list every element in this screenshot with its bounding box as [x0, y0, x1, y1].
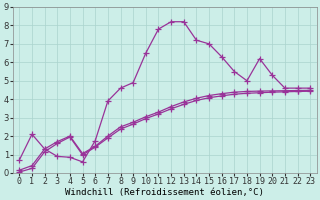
X-axis label: Windchill (Refroidissement éolien,°C): Windchill (Refroidissement éolien,°C) [65, 188, 264, 197]
